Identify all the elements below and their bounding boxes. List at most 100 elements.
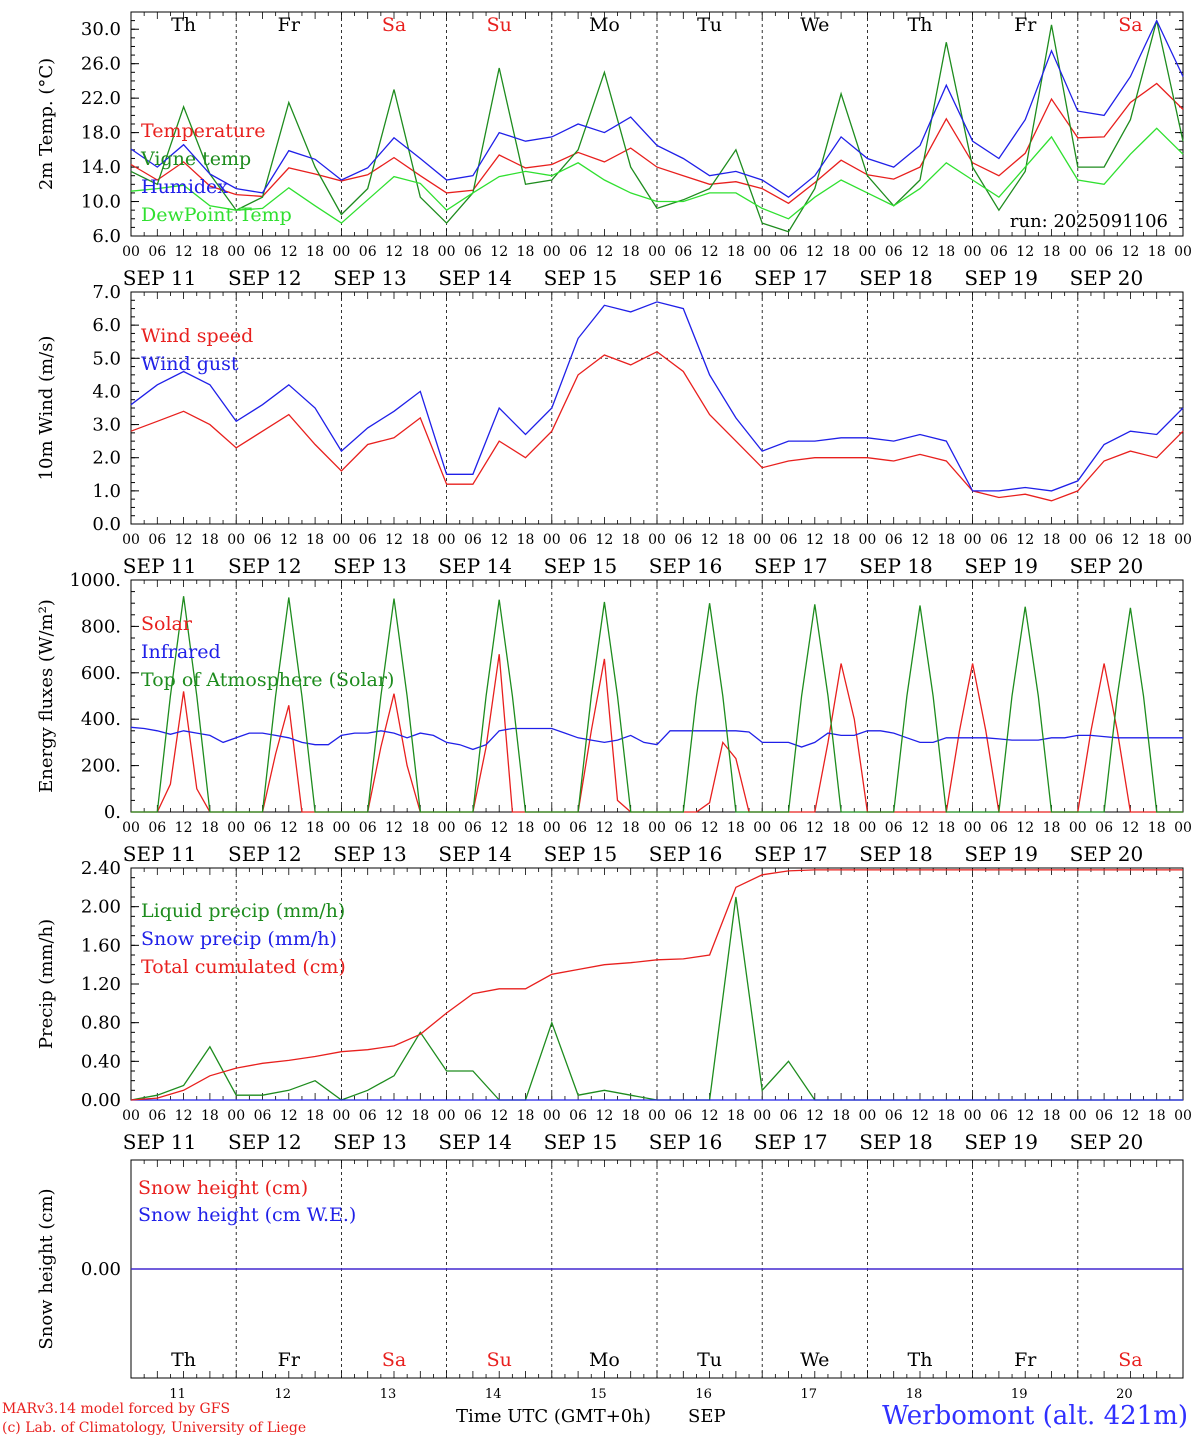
hour-tick-label: 00 — [332, 1108, 350, 1124]
weekday-label: Sa — [1118, 1349, 1142, 1371]
hour-tick-label: 00 — [227, 820, 245, 836]
hour-tick-label: 06 — [885, 244, 903, 260]
hour-tick-label: 18 — [1043, 532, 1061, 548]
hour-tick-label: 06 — [464, 532, 482, 548]
weekday-label: Th — [908, 14, 933, 36]
y-tick-label: 26.0 — [81, 54, 121, 75]
hour-tick-label: 00 — [964, 1108, 982, 1124]
hour-tick-label: 12 — [595, 244, 613, 260]
hour-tick-label: 18 — [1148, 820, 1166, 836]
hour-tick-label: 18 — [411, 532, 429, 548]
hour-tick-label: 00 — [964, 532, 982, 548]
y-tick-label: 1.20 — [81, 974, 121, 995]
hour-tick-label: 06 — [1095, 532, 1113, 548]
y-tick-label: 0.00 — [81, 1090, 121, 1111]
hour-tick-label: 12 — [280, 1108, 298, 1124]
x-axis-month: SEP — [688, 1406, 726, 1427]
hour-tick-label: 18 — [517, 820, 535, 836]
hour-tick-label: 12 — [175, 532, 193, 548]
legend-entry: Wind speed — [141, 325, 253, 347]
y-tick-label: 1.60 — [81, 935, 121, 956]
hour-tick-label: 00 — [753, 1108, 771, 1124]
y-tick-label: 7.0 — [92, 282, 121, 303]
hour-tick-label: 12 — [1121, 820, 1139, 836]
hour-tick-label: 18 — [1043, 244, 1061, 260]
date-label: SEP 18 — [859, 1130, 933, 1154]
hour-tick-label: 18 — [832, 1108, 850, 1124]
series-line-3 — [130, 19, 1184, 199]
y-axis-label: Precip (mm/h) — [36, 919, 57, 1049]
legend-entry: Top of Atmosphere (Solar) — [141, 669, 394, 691]
series-line-3 — [131, 596, 1183, 813]
y-tick-label: 18.0 — [81, 123, 121, 144]
date-label: SEP 16 — [649, 554, 723, 578]
hour-tick-label: 06 — [148, 244, 166, 260]
hour-tick-label: 06 — [148, 1108, 166, 1124]
weekday-label: Su — [487, 14, 512, 36]
weekday-label: Fr — [1014, 14, 1037, 36]
day-number-label: 18 — [906, 1387, 923, 1402]
hour-tick-label: 06 — [780, 1108, 798, 1124]
legend-entry: Solar — [141, 613, 193, 635]
y-tick-label: 0. — [104, 802, 121, 823]
hour-tick-label: 06 — [885, 532, 903, 548]
hour-tick-label: 12 — [595, 532, 613, 548]
hour-tick-label: 06 — [254, 1108, 272, 1124]
legend-entry: Liquid precip (mm/h) — [141, 900, 345, 922]
hour-tick-label: 12 — [280, 532, 298, 548]
hour-tick-label: 12 — [806, 244, 824, 260]
date-label: SEP 11 — [123, 842, 197, 866]
series-line-1 — [130, 350, 1184, 502]
hour-tick-label: 06 — [674, 532, 692, 548]
weekday-label: Tu — [697, 14, 722, 36]
hour-tick-label: 06 — [464, 1108, 482, 1124]
hour-tick-label: 18 — [306, 1108, 324, 1124]
hour-tick-label: 18 — [937, 820, 955, 836]
hour-tick-label: 06 — [990, 532, 1008, 548]
hour-tick-label: 12 — [280, 244, 298, 260]
legend-entry: Humidex — [141, 176, 228, 198]
date-label: SEP 11 — [123, 1130, 197, 1154]
hour-tick-label: 06 — [254, 244, 272, 260]
date-label: SEP 17 — [754, 842, 828, 866]
date-label: SEP 12 — [228, 842, 302, 866]
hour-tick-label: 18 — [1043, 820, 1061, 836]
weekday-label: Sa — [382, 14, 406, 36]
date-label: SEP 14 — [438, 842, 512, 866]
hour-tick-label: 06 — [254, 532, 272, 548]
y-tick-label: 14.0 — [81, 157, 121, 178]
date-label: SEP 15 — [544, 554, 618, 578]
hour-tick-label: 00 — [543, 532, 561, 548]
date-label: SEP 18 — [859, 554, 933, 578]
date-label: SEP 16 — [649, 1130, 723, 1154]
date-label: SEP 17 — [754, 266, 828, 290]
hour-tick-label: 06 — [885, 820, 903, 836]
hour-tick-label: 12 — [385, 1108, 403, 1124]
panel-3 — [130, 579, 1184, 813]
hour-tick-label: 00 — [438, 1108, 456, 1124]
legend-entry: Total cumulated (cm) — [141, 956, 346, 978]
y-tick-label: 3.0 — [92, 415, 121, 436]
day-number-label: 14 — [485, 1387, 502, 1402]
hour-tick-label: 00 — [438, 244, 456, 260]
series-line-3 — [130, 869, 1183, 1101]
hour-tick-label: 12 — [911, 532, 929, 548]
y-tick-label: 10.0 — [81, 192, 121, 213]
y-tick-label: 2.00 — [81, 897, 121, 918]
date-label: SEP 17 — [754, 554, 828, 578]
hour-tick-label: 06 — [569, 532, 587, 548]
hour-tick-label: 12 — [385, 244, 403, 260]
date-label: SEP 12 — [228, 554, 302, 578]
y-axis-label: Energy fluxes (W/m²) — [36, 599, 57, 793]
hour-tick-label: 12 — [1121, 532, 1139, 548]
weekday-label: Fr — [278, 1349, 301, 1371]
hour-tick-label: 00 — [332, 532, 350, 548]
hour-tick-label: 06 — [569, 1108, 587, 1124]
hour-tick-label: 12 — [701, 1108, 719, 1124]
y-tick-label: 0.0 — [92, 514, 121, 535]
y-tick-label: 2.40 — [81, 858, 121, 879]
date-label: SEP 16 — [649, 266, 723, 290]
hour-tick-label: 06 — [885, 1108, 903, 1124]
station-name: Werbomont (alt. 421m) — [882, 1401, 1188, 1431]
day-number-label: 11 — [169, 1387, 186, 1402]
